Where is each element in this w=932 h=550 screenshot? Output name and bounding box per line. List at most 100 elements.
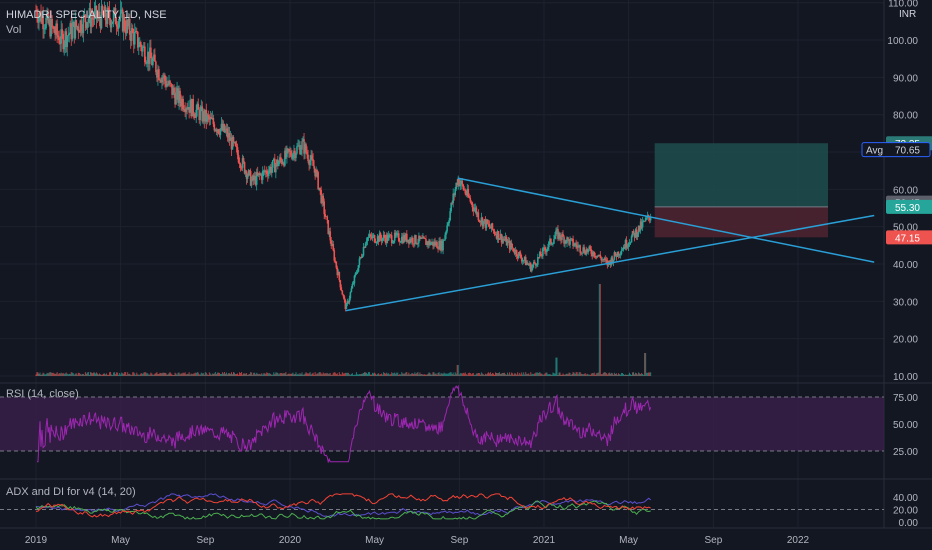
volume-bar — [470, 374, 472, 376]
candle-body — [545, 250, 547, 253]
volume-bar — [437, 372, 439, 376]
candle-body — [428, 240, 430, 245]
volume-bar — [564, 374, 566, 376]
volume-bar — [403, 373, 405, 376]
volume-bar — [642, 374, 644, 376]
volume-bar — [267, 372, 269, 376]
candle-body — [367, 236, 370, 238]
candle-body — [139, 42, 142, 47]
volume-bar — [134, 373, 136, 376]
candle-body — [434, 241, 436, 246]
candle-body — [224, 130, 227, 133]
candle-body — [166, 84, 168, 87]
volume-bar — [374, 372, 376, 376]
candle-body — [418, 235, 420, 243]
volume-bar — [58, 373, 60, 376]
candle-body — [211, 117, 214, 119]
volume-bar — [369, 372, 371, 376]
volume-bar — [486, 373, 488, 376]
candle-body — [137, 46, 140, 48]
volume-bar — [179, 374, 181, 376]
candle-body — [562, 233, 564, 237]
candle-body — [129, 34, 132, 41]
volume-bar — [384, 373, 386, 376]
volume-bar — [310, 374, 312, 376]
volume-bar — [120, 374, 122, 376]
volume-bar — [180, 373, 182, 376]
candle-body — [493, 230, 496, 234]
candle-body — [107, 7, 110, 10]
candle-body — [427, 241, 429, 245]
volume-bar — [631, 374, 633, 376]
volume-bar — [353, 374, 355, 376]
candle-body — [587, 249, 590, 253]
candle-body — [645, 217, 648, 219]
candle-body — [118, 17, 121, 22]
price-tick-label: 90.00 — [893, 73, 918, 84]
candle-body — [72, 21, 75, 27]
volume-bar — [125, 372, 127, 376]
candle-body — [613, 252, 616, 260]
candle-body — [631, 231, 634, 237]
candle-body — [204, 109, 207, 122]
candle-body — [86, 22, 89, 28]
volume-bar — [72, 373, 74, 376]
volume-bar — [527, 373, 529, 376]
volume-bar — [168, 373, 170, 376]
candle-body — [632, 231, 635, 233]
volume-bar — [137, 374, 139, 376]
candle-body — [469, 197, 472, 202]
volume-bar — [195, 373, 197, 376]
candle-body — [216, 129, 219, 132]
candle-body — [77, 26, 80, 32]
candle-body — [131, 28, 134, 33]
candle-body — [552, 243, 554, 245]
volume-bar — [231, 374, 233, 376]
volume-bar — [100, 374, 102, 376]
volume-bar — [298, 374, 300, 376]
volume-bar — [482, 374, 484, 376]
candle-body — [232, 137, 235, 143]
volume-bar — [364, 372, 366, 376]
volume-bar — [392, 373, 394, 376]
candle-body — [619, 254, 622, 256]
volume-bar — [320, 373, 322, 376]
candle-body — [256, 172, 259, 176]
candle-body — [88, 7, 91, 20]
candle-body — [311, 155, 313, 160]
volume-bar — [251, 372, 253, 376]
volume-bar — [412, 373, 414, 376]
volume-bar — [579, 372, 581, 376]
volume-bar — [404, 373, 406, 376]
volume-bar — [288, 373, 290, 376]
volume-bar — [429, 373, 431, 376]
candle-body — [439, 241, 441, 250]
volume-bar — [210, 374, 212, 376]
volume-bar — [601, 374, 603, 376]
candle-body — [529, 263, 532, 272]
volume-bar — [270, 373, 272, 376]
candle-body — [440, 240, 442, 250]
volume-bar — [643, 374, 645, 376]
volume-bar — [203, 374, 205, 376]
candle-body — [74, 20, 77, 39]
candle-body — [641, 221, 644, 228]
volume-bar — [618, 374, 620, 376]
candle-body — [136, 31, 139, 48]
x-tick-label: 2019 — [25, 535, 48, 546]
price-tick-label: 60.00 — [893, 185, 918, 196]
volume-bar — [447, 373, 449, 376]
volume-bar — [98, 373, 100, 376]
volume-bar — [182, 372, 184, 376]
volume-bar — [246, 373, 248, 376]
volume-bar — [395, 373, 397, 376]
volume-bar — [595, 373, 597, 376]
candle-body — [170, 83, 172, 85]
rsi-band — [0, 397, 884, 451]
volume-bar — [248, 374, 250, 376]
volume-bar — [305, 372, 307, 376]
candle-body — [80, 20, 83, 32]
volume-bar — [477, 372, 479, 376]
candle-body — [378, 233, 381, 242]
